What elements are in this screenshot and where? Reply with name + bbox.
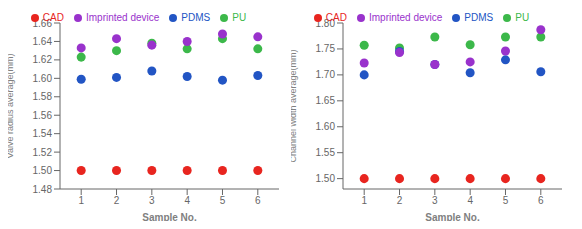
- svg-text:1.56: 1.56: [33, 110, 53, 121]
- svg-text:1.55: 1.55: [316, 147, 336, 158]
- svg-text:1.75: 1.75: [316, 43, 336, 54]
- svg-text:5: 5: [503, 195, 509, 206]
- html-text:Imprinted device: Imprinted device: [369, 12, 443, 23]
- svg-text:1.58: 1.58: [33, 91, 53, 102]
- html-text:PU: PU: [232, 12, 247, 23]
- svg-text:1.66: 1.66: [33, 18, 53, 29]
- svg-text:Valve radius average(mm): Valve radius average(mm): [8, 54, 15, 159]
- svg-text:6: 6: [538, 195, 544, 206]
- svg-text:Sample No.: Sample No.: [142, 212, 197, 221]
- svg-text:1.64: 1.64: [33, 36, 53, 47]
- svg-text:2: 2: [397, 195, 403, 206]
- html-text:PDMS: PDMS: [181, 12, 211, 23]
- html-text:PU: PU: [515, 12, 530, 23]
- svg-text:3: 3: [432, 195, 438, 206]
- svg-text:1.62: 1.62: [33, 54, 53, 65]
- svg-text:1: 1: [361, 195, 367, 206]
- svg-text:4: 4: [467, 195, 473, 206]
- html-text:PDMS: PDMS: [464, 12, 494, 23]
- svg-text:Channel width average(mm): Channel width average(mm): [291, 49, 298, 162]
- svg-text:1.54: 1.54: [33, 128, 53, 139]
- svg-text:1.52: 1.52: [33, 147, 53, 158]
- svg-text:2: 2: [114, 195, 120, 206]
- svg-text:1.65: 1.65: [316, 95, 336, 106]
- svg-text:1.70: 1.70: [316, 69, 336, 80]
- html-text:CAD: CAD: [42, 12, 64, 23]
- svg-text:6: 6: [255, 195, 261, 206]
- svg-text:1.80: 1.80: [316, 18, 336, 29]
- svg-text:3: 3: [149, 195, 155, 206]
- svg-text:1.50: 1.50: [33, 165, 53, 176]
- svg-text:1.50: 1.50: [316, 173, 336, 184]
- svg-text:1.48: 1.48: [33, 184, 53, 195]
- svg-text:1: 1: [78, 195, 84, 206]
- svg-text:1.60: 1.60: [316, 121, 336, 132]
- html-text:CAD: CAD: [325, 12, 347, 23]
- svg-text:4: 4: [184, 195, 190, 206]
- svg-text:1.60: 1.60: [33, 73, 53, 84]
- svg-text:5: 5: [220, 195, 226, 206]
- html-text:Imprinted device: Imprinted device: [86, 12, 160, 23]
- svg-text:Sample No.: Sample No.: [425, 212, 480, 221]
